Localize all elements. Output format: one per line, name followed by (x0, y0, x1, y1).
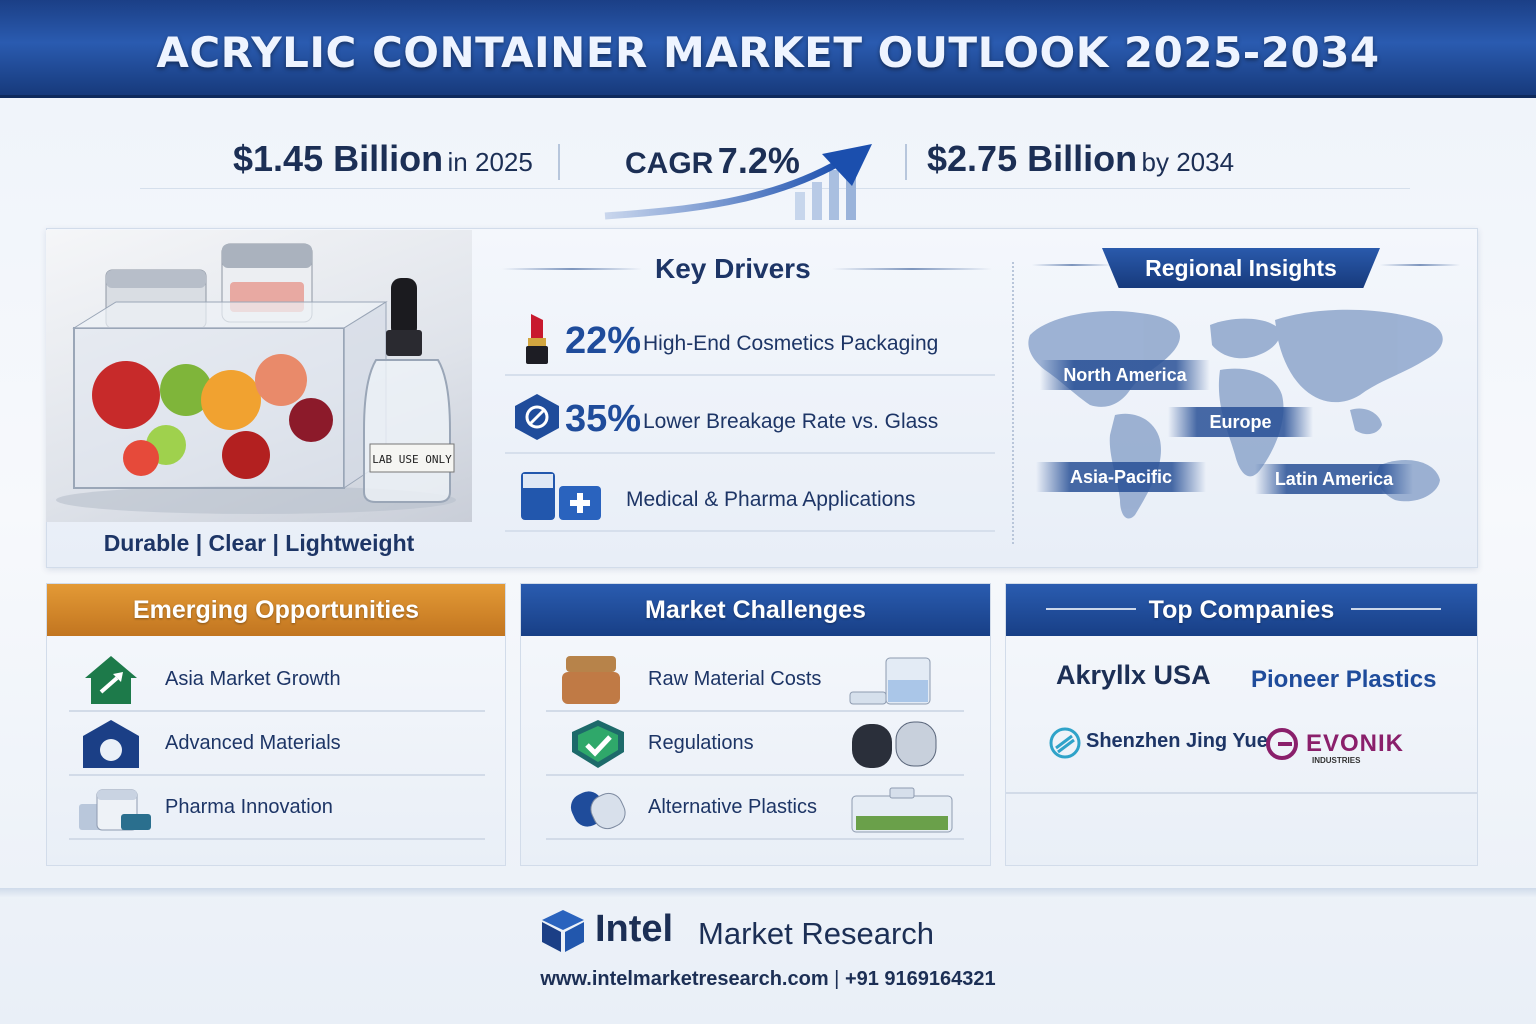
key-drivers-title: Key Drivers (655, 253, 811, 284)
region-label: Europe (1168, 407, 1313, 437)
region-label: Latin America (1255, 464, 1413, 494)
company-akryllx: Akryllx USA (1056, 660, 1211, 690)
list-item: Advanced Materials (69, 712, 485, 776)
challenge-label: Regulations (648, 732, 754, 754)
shield-hexagon-icon (515, 394, 559, 440)
medical-kit-icon (521, 472, 601, 520)
list-item: Regulations (546, 712, 964, 776)
regional-insights-title: Regional Insights (1102, 248, 1380, 288)
pharma-jar-icon (79, 789, 151, 831)
list-item: Pharma Innovation (69, 776, 485, 840)
driver-item: 22% High-End Cosmetics Packaging (505, 300, 995, 376)
brand-name: Intel (595, 908, 674, 950)
divider (1006, 792, 1477, 794)
acrylic-containers-illustration: LAB USE ONLY (56, 243, 456, 514)
opportunity-label: Pharma Innovation (165, 796, 333, 818)
cagr-label: CAGR (625, 147, 714, 180)
capsule-icon (852, 721, 937, 768)
cube-logo-icon (542, 910, 584, 952)
title-rule (1032, 264, 1112, 266)
page-title: ACRYLIC CONTAINER MARKET OUTLOOK 2025-20… (156, 28, 1380, 77)
evonik-logo-icon (1266, 728, 1298, 760)
brand-suffix: Market Research (698, 916, 935, 951)
opportunities-title: Emerging Opportunities (47, 584, 505, 636)
raw-material-jar-icon (562, 656, 620, 704)
region-label: North America (1040, 360, 1210, 390)
divider (905, 144, 907, 180)
title-rule (1351, 608, 1441, 610)
product-tagline: Durable | Clear | Lightweight (103, 530, 415, 556)
driver-text: Lower Breakage Rate vs. Glass (643, 410, 939, 433)
title-rule (502, 268, 642, 270)
check-shield-icon (572, 720, 624, 768)
driver-text: High-End Cosmetics Packaging (643, 332, 939, 355)
start-year: in 2025 (447, 147, 533, 177)
challenge-label: Raw Material Costs (648, 668, 822, 690)
list-item: Alternative Plastics (546, 776, 964, 840)
list-item: Raw Material Costs (546, 648, 964, 712)
company-shenzhen: Shenzhen Jing Yue (1086, 730, 1268, 752)
materials-icon (83, 720, 139, 768)
companies-title: Top Companies (1006, 584, 1477, 636)
driver-item: Medical & Pharma Applications (505, 456, 995, 532)
bottle-label: LAB USE ONLY (372, 453, 452, 466)
start-value: $1.45 Billion (233, 138, 444, 179)
growth-arrow-icon (604, 144, 872, 220)
website-link[interactable]: www.intelmarketresearch.com (540, 968, 829, 990)
list-item: Asia Market Growth (69, 648, 485, 712)
opportunities-panel: Emerging Opportunities Asia Market Growt… (46, 583, 506, 866)
opportunity-label: Asia Market Growth (165, 668, 341, 690)
house-growth-icon (85, 656, 137, 704)
evonik-subtitle: INDUSTRIES (1312, 756, 1361, 765)
company-evonik: EVONIK (1306, 730, 1405, 757)
beaker-icon (849, 657, 931, 705)
cagr-stat: CAGR 7.2% (625, 140, 800, 182)
driver-text: Medical & Pharma Applications (626, 488, 916, 511)
region-label: Asia-Pacific (1036, 462, 1206, 492)
challenges-title: Market Challenges (521, 584, 990, 636)
end-value: $2.75 Billion (927, 138, 1138, 179)
shenzhen-logo-icon (1049, 727, 1081, 759)
title-rule (1046, 608, 1136, 610)
contact-info: www.intelmarketresearch.com | +91 916916… (540, 968, 996, 990)
product-image: LAB USE ONLY (46, 230, 472, 522)
title-rule (1380, 264, 1460, 266)
driver-item: 35% Lower Breakage Rate vs. Glass (505, 378, 995, 454)
companies-panel: Top Companies Akryllx USA Pioneer Plasti… (1005, 583, 1478, 866)
challenge-label: Alternative Plastics (648, 796, 817, 818)
header-banner: ACRYLIC CONTAINER MARKET OUTLOOK 2025-20… (0, 0, 1536, 98)
footer-divider (0, 888, 1536, 898)
challenges-panel: Market Challenges Raw Material Costs Reg… (520, 583, 991, 866)
plastic-container-icon (851, 787, 953, 833)
end-year: by 2034 (1141, 147, 1235, 177)
driver-percent: 22% (565, 320, 642, 362)
opportunity-label: Advanced Materials (165, 732, 341, 754)
phone-number: +91 9169164321 (844, 968, 996, 990)
pill-icon (570, 791, 626, 830)
lipstick-icon (526, 314, 548, 364)
company-pioneer: Pioneer Plastics (1251, 666, 1437, 693)
cagr-value: 7.2% (717, 140, 800, 181)
driver-percent: 35% (565, 398, 642, 440)
divider (558, 144, 560, 180)
title-rule (832, 268, 992, 270)
start-value-stat: $1.45 Billion in 2025 (233, 138, 533, 180)
end-value-stat: $2.75 Billion by 2034 (927, 138, 1234, 180)
divider (1012, 262, 1014, 544)
